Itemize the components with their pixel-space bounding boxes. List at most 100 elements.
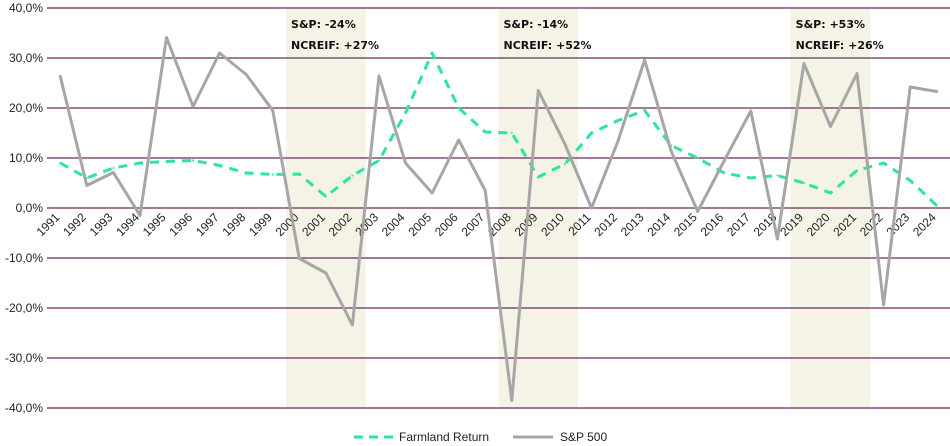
data-point: [298, 173, 301, 175]
data-point: [909, 86, 912, 88]
data-point: [404, 112, 407, 114]
data-point: [484, 131, 487, 133]
data-point: [723, 172, 726, 174]
y-tick-label: 40,0%: [9, 1, 43, 15]
data-point: [617, 140, 620, 142]
x-tick-label: 2024: [910, 210, 939, 239]
y-tick-label: 0,0%: [16, 201, 44, 215]
x-tick-label: 1997: [193, 210, 222, 239]
x-tick-label: 1995: [140, 210, 169, 239]
x-tick-label: 2004: [379, 210, 408, 239]
data-point: [537, 176, 540, 178]
x-tick-label: 2014: [644, 210, 673, 239]
data-point: [85, 184, 88, 187]
data-point: [351, 324, 354, 326]
legend-label-1: S&P 500: [560, 430, 607, 444]
data-point: [510, 132, 513, 134]
data-point: [218, 164, 221, 167]
x-tick-label: 2023: [884, 210, 913, 239]
data-point: [138, 162, 141, 164]
data-point: [829, 125, 832, 128]
data-point: [563, 163, 566, 165]
data-point: [404, 162, 407, 164]
data-point: [112, 167, 115, 169]
data-point: [457, 107, 460, 109]
series-line-0: [59, 51, 938, 207]
data-point: [829, 192, 832, 194]
data-point: [245, 172, 248, 174]
data-point: [643, 109, 646, 112]
data-point: [643, 59, 646, 61]
gridlines: [47, 7, 950, 409]
data-point: [802, 62, 805, 65]
legend: Farmland Return S&P 500: [354, 430, 607, 444]
data-point: [431, 52, 434, 54]
region-annotation-1-1: NCREIF: +52%: [504, 39, 592, 52]
series-line-1: [58, 36, 939, 402]
x-tick-label: 1996: [166, 210, 195, 239]
data-point: [882, 162, 885, 164]
region-annotation-2-0: S&P: +53%: [796, 18, 865, 31]
data-point: [723, 159, 726, 162]
series-lines: [58, 36, 939, 402]
x-tick-label: 2005: [405, 210, 434, 239]
data-point: [882, 304, 885, 306]
data-point: [776, 174, 779, 177]
data-point: [245, 73, 248, 76]
data-point: [696, 157, 699, 159]
data-point: [457, 139, 460, 141]
data-point: [537, 89, 540, 92]
x-tick-label: 2016: [698, 210, 727, 239]
legend-label-0: Farmland Return: [399, 430, 489, 444]
x-tick-label: 1992: [60, 210, 89, 239]
data-point: [112, 171, 115, 174]
data-point: [271, 173, 274, 176]
data-point: [218, 52, 221, 54]
data-point: [935, 90, 938, 93]
data-point: [377, 75, 380, 77]
x-tick-label: 2006: [432, 210, 461, 239]
data-point: [165, 160, 168, 163]
data-point: [324, 195, 327, 198]
data-point: [749, 177, 752, 179]
data-point: [324, 272, 327, 274]
x-tick-label: 2013: [618, 210, 647, 239]
data-point: [192, 105, 195, 108]
x-tick-label: 1998: [220, 210, 249, 239]
data-point: [377, 159, 380, 162]
x-tick-label: 1993: [87, 210, 116, 239]
x-tick-label: 2007: [459, 210, 488, 239]
y-axis-tick-labels: 40,0% 30,0% 20,0% 10,0% 0,0% -10,0% -20,0% -30,…: [5, 1, 43, 415]
y-tick-label: 10,0%: [9, 151, 43, 165]
data-point: [165, 36, 168, 39]
data-point: [617, 119, 620, 122]
x-tick-label: 2012: [591, 210, 620, 239]
data-point: [192, 159, 195, 162]
data-point: [59, 162, 62, 164]
data-point: [351, 174, 354, 177]
region-annotation-2-1: NCREIF: +26%: [796, 39, 884, 52]
y-tick-label: -20,0%: [5, 301, 43, 315]
region-annotation-1-0: S&P: -14%: [504, 18, 569, 31]
x-tick-label: 2015: [671, 210, 700, 239]
region-annotation-0-0: S&P: -24%: [291, 18, 356, 31]
data-point: [510, 399, 513, 402]
y-tick-label: 30,0%: [9, 51, 43, 65]
data-point: [484, 189, 487, 192]
data-point: [935, 204, 938, 207]
data-point: [670, 150, 673, 152]
region-annotation-0-1: NCREIF: +27%: [291, 39, 379, 52]
data-point: [298, 257, 301, 260]
y-tick-label: 20,0%: [9, 101, 43, 115]
data-point: [271, 109, 274, 112]
data-point: [776, 238, 779, 240]
y-tick-label: -40,0%: [5, 401, 43, 415]
data-point: [696, 210, 699, 213]
data-point: [909, 179, 912, 182]
data-point: [59, 75, 62, 78]
data-point: [563, 143, 566, 145]
region-annotations: S&P: -24% NCREIF: +27% S&P: -14% NCREIF: +5…: [291, 18, 884, 52]
data-point: [431, 192, 434, 194]
data-point: [138, 214, 141, 217]
